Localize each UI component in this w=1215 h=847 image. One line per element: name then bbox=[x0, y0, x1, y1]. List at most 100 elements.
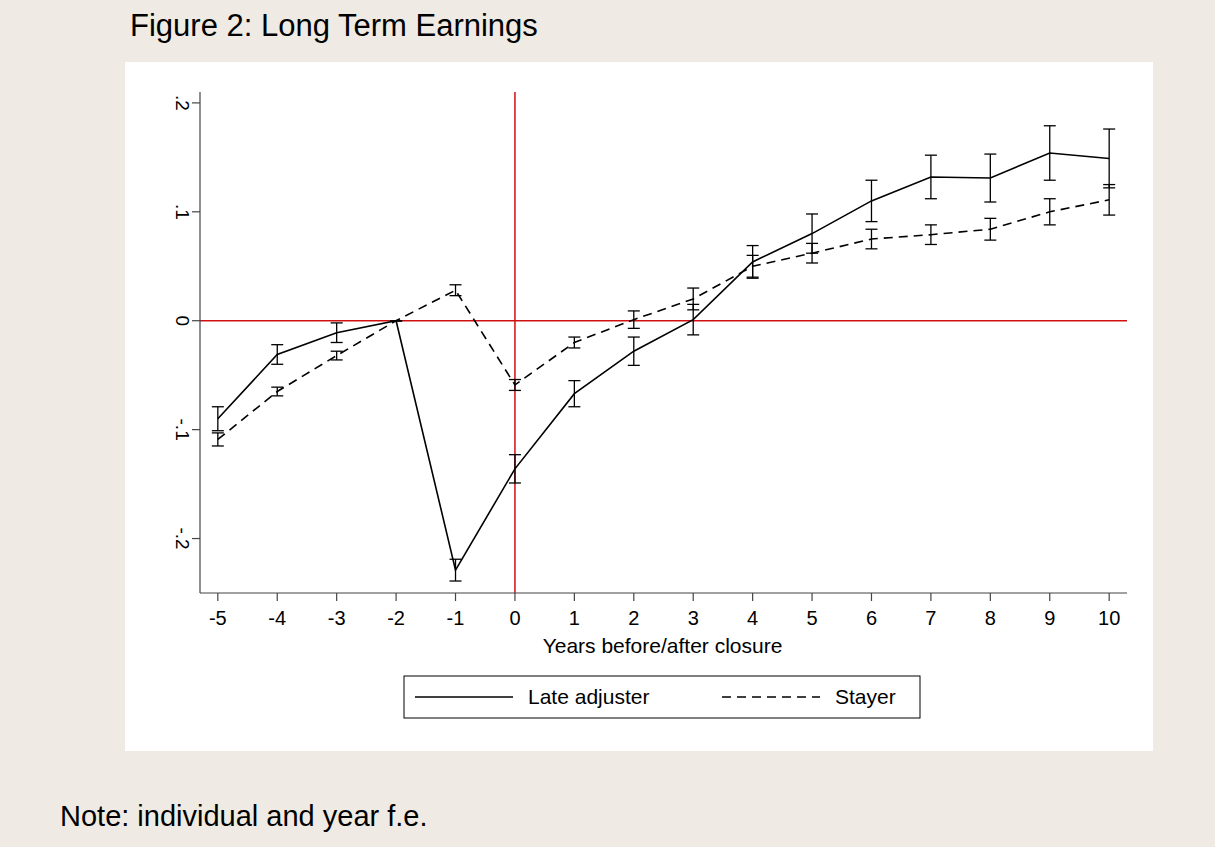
error-bar bbox=[450, 559, 462, 581]
y-axis bbox=[199, 92, 200, 593]
x-tick bbox=[277, 593, 278, 601]
error-bar-stem bbox=[693, 288, 694, 310]
error-bar-stem bbox=[217, 407, 218, 431]
x-tick-label: -5 bbox=[209, 607, 227, 629]
legend: Late adjusterStayer bbox=[404, 676, 920, 718]
error-bar-stem bbox=[633, 337, 634, 365]
error-bar-cap bbox=[450, 559, 462, 560]
title: Figure 2: Long Term Earnings bbox=[130, 8, 538, 43]
error-bar-stem bbox=[574, 381, 575, 407]
error-bar-stem bbox=[1049, 126, 1050, 180]
x-tick-label: 8 bbox=[985, 607, 996, 629]
x-tick-label: 0 bbox=[509, 607, 520, 629]
x-tick-label: -4 bbox=[268, 607, 286, 629]
error-bar-cap bbox=[687, 334, 699, 335]
error-bar-cap bbox=[747, 255, 759, 256]
series-line bbox=[218, 153, 1109, 570]
error-bar bbox=[628, 311, 640, 328]
error-bar bbox=[925, 155, 937, 199]
error-bar-cap bbox=[390, 320, 402, 321]
x-tick bbox=[336, 593, 337, 601]
y-tick-label: -.1 bbox=[172, 419, 193, 441]
error-bar bbox=[1103, 129, 1115, 188]
error-bar bbox=[271, 387, 283, 396]
error-bar-cap bbox=[390, 320, 402, 321]
error-bar bbox=[984, 154, 996, 202]
x-tick bbox=[217, 593, 218, 601]
error-bar-cap bbox=[628, 328, 640, 329]
legend-label: Stayer bbox=[835, 685, 896, 708]
x-tick-label: -3 bbox=[328, 607, 346, 629]
x-tick-label: 2 bbox=[628, 607, 639, 629]
x-tick bbox=[455, 593, 456, 601]
error-bar bbox=[687, 288, 699, 310]
x-tick bbox=[574, 593, 575, 601]
error-bar-cap bbox=[984, 153, 996, 154]
error-bar-cap bbox=[1103, 184, 1115, 185]
legend-box bbox=[404, 676, 920, 718]
error-bar-cap bbox=[984, 218, 996, 219]
error-bar bbox=[331, 351, 343, 360]
error-bar bbox=[568, 337, 580, 348]
data-area bbox=[212, 126, 1115, 581]
error-bar-cap bbox=[865, 180, 877, 181]
error-bar-stem bbox=[990, 218, 991, 240]
error-bar-cap bbox=[568, 347, 580, 348]
error-bar-cap bbox=[628, 336, 640, 337]
error-bar-cap bbox=[1103, 128, 1115, 129]
error-bar-stem bbox=[336, 323, 337, 343]
error-bar bbox=[509, 455, 521, 483]
error-bar-cap bbox=[271, 344, 283, 345]
error-bar-cap bbox=[1044, 198, 1056, 199]
series-line bbox=[218, 200, 1109, 440]
error-bar-stem bbox=[455, 559, 456, 581]
error-bar-cap bbox=[568, 380, 580, 381]
x-tick bbox=[930, 593, 931, 601]
error-bar-cap bbox=[212, 445, 224, 446]
error-bar-stem bbox=[1109, 185, 1110, 215]
error-bar-cap bbox=[331, 342, 343, 343]
error-bar-cap bbox=[1103, 214, 1115, 215]
error-bar-stem bbox=[455, 285, 456, 296]
error-bar-stem bbox=[633, 311, 634, 328]
error-bar bbox=[984, 218, 996, 240]
error-bar-cap bbox=[390, 320, 402, 321]
error-bar-cap bbox=[212, 406, 224, 407]
error-bar bbox=[390, 320, 402, 321]
error-bar-cap bbox=[390, 320, 402, 321]
error-bar-cap bbox=[450, 284, 462, 285]
error-bar bbox=[390, 320, 402, 321]
error-bar-cap bbox=[865, 221, 877, 222]
x-tick-label: 7 bbox=[925, 607, 936, 629]
error-bar-cap bbox=[509, 390, 521, 391]
x-tick-label: 10 bbox=[1098, 607, 1120, 629]
x-tick bbox=[1109, 593, 1110, 601]
x-tick bbox=[871, 593, 872, 601]
error-bar bbox=[212, 433, 224, 446]
error-bar bbox=[925, 225, 937, 245]
error-bar-cap bbox=[331, 351, 343, 352]
y-tick-label: -.2 bbox=[172, 527, 193, 549]
error-bar-cap bbox=[271, 364, 283, 365]
error-bar-cap bbox=[865, 229, 877, 230]
error-bar-stem bbox=[990, 154, 991, 202]
error-bar-stem bbox=[1049, 199, 1050, 225]
reference-lines bbox=[200, 92, 1127, 593]
error-bar-cap bbox=[331, 359, 343, 360]
reference-line-x bbox=[514, 92, 516, 593]
error-bar-cap bbox=[806, 243, 818, 244]
error-bar-cap bbox=[1044, 224, 1056, 225]
x-axis bbox=[200, 592, 1127, 593]
error-bar bbox=[450, 285, 462, 296]
error-bar bbox=[747, 255, 759, 277]
error-bar-cap bbox=[509, 379, 521, 380]
y-tick-label: .2 bbox=[172, 95, 193, 111]
error-bar-cap bbox=[806, 213, 818, 214]
x-tick-label: -1 bbox=[447, 607, 465, 629]
error-bar-cap bbox=[925, 224, 937, 225]
error-bar-cap bbox=[628, 365, 640, 366]
error-bar-stem bbox=[217, 433, 218, 446]
error-bar-cap bbox=[331, 322, 343, 323]
x-tick-label: 6 bbox=[866, 607, 877, 629]
plot-panel bbox=[125, 62, 1153, 751]
